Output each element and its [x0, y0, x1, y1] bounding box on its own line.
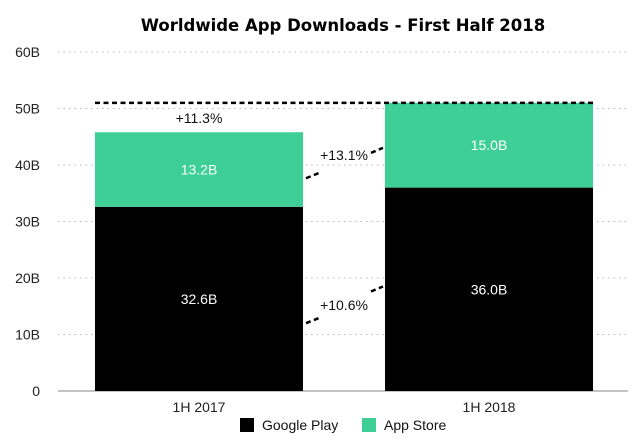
bar-app-store-1h-2017: [95, 132, 303, 207]
google-play-growth-label: +10.6%: [320, 297, 368, 313]
data-label: 15.0B: [471, 137, 508, 153]
google-play-connector-right: [370, 285, 384, 293]
annotations: +11.3% +13.1% +10.6%: [95, 101, 593, 325]
legend-label: Google Play: [262, 417, 338, 433]
bars: 32.6B 13.2B 36.0B 15.0B: [95, 102, 593, 391]
y-tick-label: 0: [32, 383, 40, 399]
y-tick-label: 60B: [15, 44, 40, 60]
y-axis: 0 10B 20B 30B 40B 50B 60B: [15, 44, 40, 399]
legend: Google Play App Store: [240, 417, 446, 433]
x-tick-label: 1H 2018: [463, 399, 516, 415]
bar-app-store-1h-2018: [385, 102, 593, 188]
app-store-growth-label: +13.1%: [320, 147, 368, 163]
data-label: 13.2B: [181, 162, 218, 178]
y-tick-label: 30B: [15, 214, 40, 230]
app-store-connector-left: [305, 171, 322, 180]
x-tick-label: 1H 2017: [173, 399, 226, 415]
chart-title: Worldwide App Downloads - First Half 201…: [141, 16, 545, 35]
legend-swatch-app-store: [362, 418, 376, 432]
x-axis: 1H 2017 1H 2018: [173, 399, 516, 415]
bar-google-play-1h-2018: [385, 187, 593, 391]
data-label: 36.0B: [471, 281, 508, 297]
total-growth-label: +11.3%: [176, 110, 223, 126]
legend-swatch-google-play: [240, 418, 254, 432]
y-tick-label: 40B: [15, 157, 40, 173]
y-tick-label: 50B: [15, 101, 40, 117]
bar-google-play-1h-2017: [95, 206, 303, 391]
google-play-connector-left: [305, 316, 322, 325]
y-tick-label: 10B: [15, 327, 40, 343]
data-label: 32.6B: [181, 291, 218, 307]
app-store-connector-right: [370, 146, 384, 155]
legend-label: App Store: [384, 417, 446, 433]
y-tick-label: 20B: [15, 270, 40, 286]
